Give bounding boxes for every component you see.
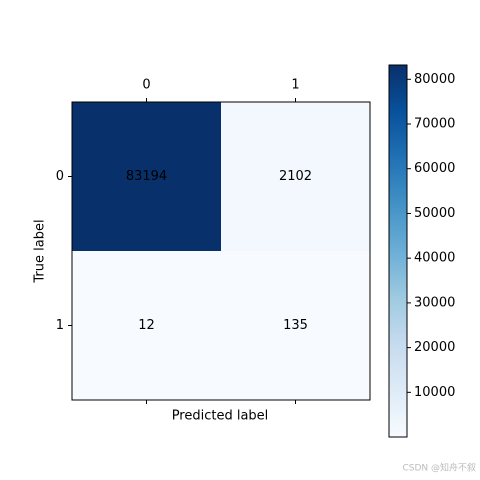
colorbar-tick-label: 10000 — [414, 385, 455, 400]
watermark: CSDN @知舟不叙 — [402, 462, 476, 474]
cell — [72, 102, 221, 251]
y-tick-label: 1 — [56, 318, 64, 333]
colorbar-tick-label: 60000 — [414, 161, 455, 176]
cell — [221, 102, 370, 251]
x-axis-label: Predicted label — [172, 409, 269, 424]
plot-frame — [71, 101, 371, 401]
cell-label: 135 — [283, 318, 308, 333]
colorbar-tick-label: 70000 — [414, 117, 455, 132]
cell-label: 2102 — [279, 169, 312, 184]
colorbar — [388, 64, 408, 438]
cell — [221, 251, 370, 400]
colorbar-tick-label: 80000 — [414, 72, 455, 87]
colorbar-tick-label: 40000 — [414, 251, 455, 266]
cell-label: 83194 — [126, 169, 167, 184]
colorbar-tick-label: 20000 — [414, 340, 455, 355]
x-tick-label: 0 — [142, 78, 150, 93]
cell — [72, 251, 221, 400]
colorbar-tick-label: 30000 — [414, 295, 455, 310]
colorbar-tick-label: 50000 — [414, 206, 455, 221]
cell-label: 12 — [138, 318, 155, 333]
y-axis-label: True label — [33, 219, 48, 283]
x-tick-label: 1 — [291, 78, 299, 93]
y-tick-label: 0 — [56, 169, 64, 184]
